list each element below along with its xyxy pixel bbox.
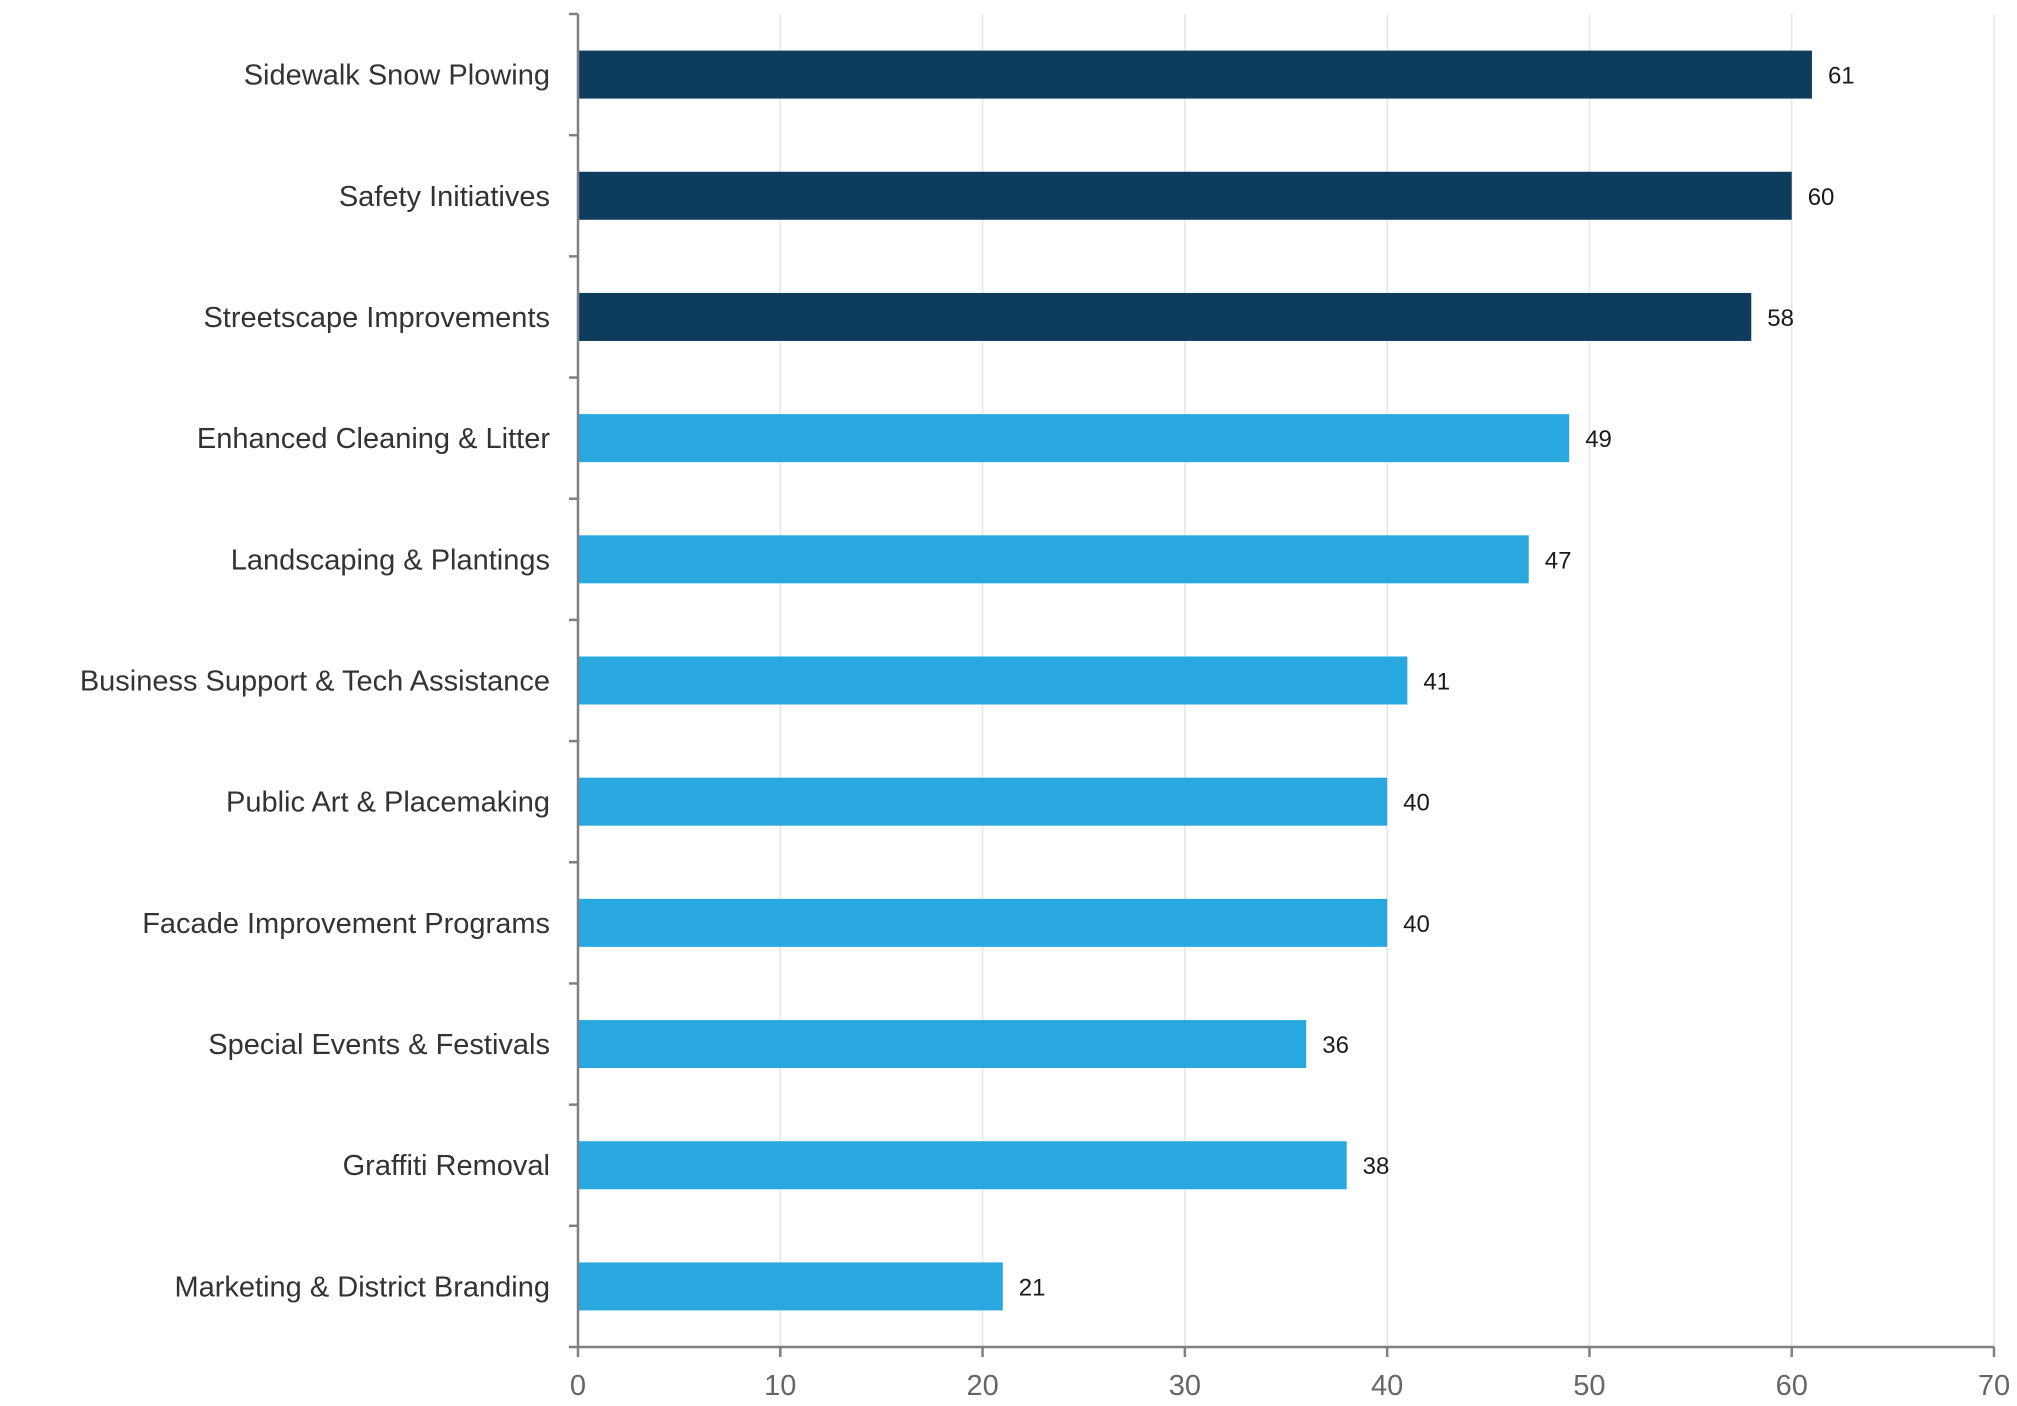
- bar-11: [578, 1262, 1003, 1311]
- x-tick-label-40: 40: [1371, 1370, 1403, 1402]
- bar-5: [578, 535, 1529, 584]
- labels: Sidewalk Snow Plowing 61 Safety Initiative…: [80, 60, 2010, 1402]
- category-label-6: Business Support & Tech Assistance: [80, 666, 550, 698]
- data-label-10: 38: [1363, 1153, 1390, 1180]
- bar-2: [578, 171, 1792, 220]
- axes: [569, 12, 1996, 1357]
- x-tick-label-70: 70: [1978, 1370, 2010, 1402]
- x-tick-label-10: 10: [764, 1370, 796, 1402]
- category-label-3: Streetscape Improvements: [203, 302, 550, 334]
- category-label-11: Marketing & District Branding: [174, 1271, 550, 1303]
- data-label-5: 47: [1545, 547, 1572, 574]
- category-label-9: Special Events & Festivals: [208, 1029, 550, 1061]
- category-label-10: Graffiti Removal: [343, 1150, 550, 1182]
- bar-9: [578, 1020, 1307, 1069]
- category-label-1: Sidewalk Snow Plowing: [244, 60, 550, 92]
- bar-7: [578, 777, 1388, 826]
- bar-3: [578, 292, 1752, 341]
- category-label-5: Landscaping & Plantings: [231, 544, 550, 576]
- data-label-9: 36: [1322, 1032, 1349, 1059]
- x-tick-label-30: 30: [1169, 1370, 1201, 1402]
- bar-1: [578, 50, 1812, 99]
- data-label-4: 49: [1585, 426, 1612, 453]
- data-label-3: 58: [1767, 305, 1794, 332]
- bar-10: [578, 1141, 1347, 1190]
- data-label-8: 40: [1403, 911, 1430, 938]
- bar-6: [578, 656, 1408, 705]
- data-label-6: 41: [1423, 669, 1450, 696]
- bars: [578, 50, 1812, 1311]
- category-label-8: Facade Improvement Programs: [142, 908, 550, 940]
- data-label-2: 60: [1808, 184, 1835, 211]
- data-label-7: 40: [1403, 790, 1430, 817]
- category-label-4: Enhanced Cleaning & Litter: [197, 423, 550, 455]
- data-label-11: 21: [1019, 1274, 1046, 1301]
- category-label-2: Safety Initiatives: [339, 181, 550, 213]
- x-tick-label-50: 50: [1573, 1370, 1605, 1402]
- bar-8: [578, 898, 1388, 947]
- x-tick-label-20: 20: [966, 1370, 998, 1402]
- category-label-7: Public Art & Placemaking: [226, 787, 550, 819]
- bar-4: [578, 414, 1570, 463]
- data-label-1: 61: [1828, 63, 1855, 90]
- x-tick-label-60: 60: [1776, 1370, 1808, 1402]
- x-tick-label-0: 0: [570, 1370, 586, 1402]
